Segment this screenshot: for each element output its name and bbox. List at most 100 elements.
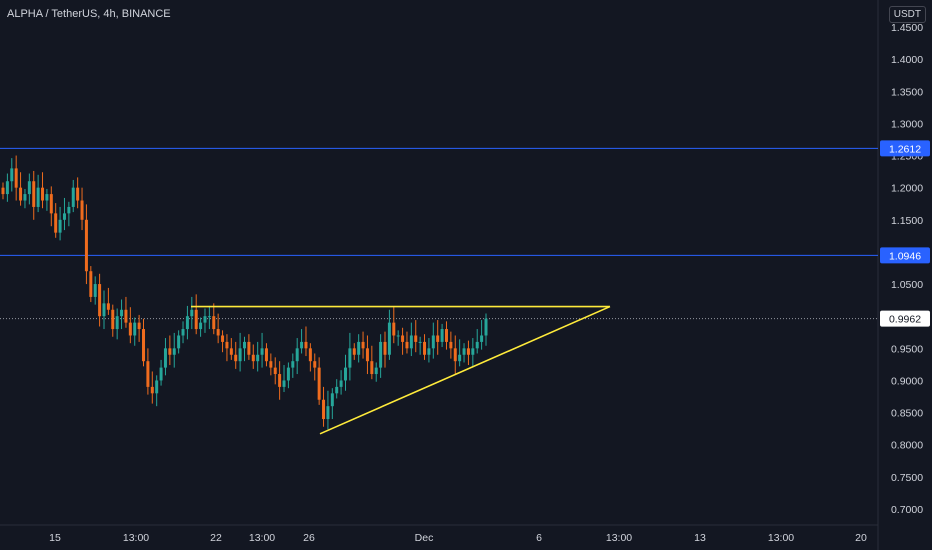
price-tag-bg xyxy=(880,247,930,264)
time-tick-label: 22 xyxy=(210,532,222,544)
candle-body xyxy=(370,361,374,375)
candle-body xyxy=(247,341,251,355)
candle-body xyxy=(449,341,453,349)
candle-body xyxy=(84,219,88,272)
candle-body xyxy=(339,380,343,387)
price-axis-labels: 0.70000.75000.80000.85000.90000.95001.00… xyxy=(891,22,923,516)
candle-body xyxy=(207,316,211,318)
candle-body xyxy=(475,341,479,349)
candle-body xyxy=(304,341,308,349)
candle-body xyxy=(431,335,435,349)
candle-body xyxy=(10,168,14,182)
candle-body xyxy=(111,309,115,330)
candle-body xyxy=(418,341,422,343)
candle-body xyxy=(313,361,317,368)
candle-body xyxy=(89,271,93,297)
candle-body xyxy=(203,316,207,323)
candle-body xyxy=(80,200,84,220)
candle-body xyxy=(172,348,176,355)
candle-body xyxy=(19,187,23,201)
candle-body xyxy=(295,348,299,362)
candle-body xyxy=(379,341,383,368)
candle-body xyxy=(163,348,167,368)
candle-body xyxy=(199,322,203,330)
price-tag-bg xyxy=(880,140,930,157)
candle-body xyxy=(14,168,18,188)
candle-body xyxy=(414,335,418,342)
candle-body xyxy=(317,367,321,400)
drawings[interactable] xyxy=(191,305,611,435)
candle-body xyxy=(146,361,150,387)
candle-body xyxy=(58,219,62,233)
price-tick-label: 1.3000 xyxy=(891,118,923,130)
candle-body xyxy=(396,335,400,337)
candle-body xyxy=(177,335,181,349)
candle-body xyxy=(383,341,387,355)
candle-body xyxy=(453,348,457,362)
time-tick-label: 6 xyxy=(536,532,542,544)
candle-body xyxy=(484,318,488,336)
candle-body xyxy=(133,322,137,336)
candle-body xyxy=(273,367,277,375)
candle-body xyxy=(27,181,31,195)
candle-body xyxy=(286,367,290,381)
price-tick-label: 1.2000 xyxy=(891,183,923,195)
candle-body xyxy=(221,335,225,342)
candle-body xyxy=(291,361,295,368)
candle-body xyxy=(1,187,5,195)
currency-label[interactable]: USDT xyxy=(888,6,926,23)
candle-body xyxy=(128,322,132,336)
candle-body xyxy=(352,348,356,355)
candle-body xyxy=(159,367,163,381)
candle-body xyxy=(181,329,185,336)
time-tick-label: 13 xyxy=(694,532,706,544)
candle-body xyxy=(322,399,326,420)
horizontal-lines[interactable] xyxy=(0,147,878,320)
candle-body xyxy=(45,194,49,201)
candle-body xyxy=(330,393,334,407)
candle-body xyxy=(264,348,268,362)
candle-body xyxy=(124,309,128,323)
candle-body xyxy=(190,309,194,317)
candle-body xyxy=(269,361,273,368)
candle-body xyxy=(308,348,312,362)
time-tick-label: 20 xyxy=(855,532,867,544)
candle-body xyxy=(229,348,233,355)
price-tag-bg xyxy=(880,310,930,327)
time-tick-label: 13:00 xyxy=(606,532,632,544)
candle-body xyxy=(444,329,448,342)
price-tick-label: 1.4000 xyxy=(891,54,923,66)
price-tick-label: 0.9500 xyxy=(891,343,923,355)
candle-body xyxy=(62,213,66,220)
candle-body xyxy=(115,316,119,330)
candle-body xyxy=(427,348,431,355)
candle-body xyxy=(374,367,378,375)
candle-body xyxy=(387,322,391,355)
candle-body xyxy=(150,386,154,394)
candle-body xyxy=(155,380,159,394)
candle-body xyxy=(93,284,97,297)
chart-title: ALPHA / TetherUS, 4h, BINANCE xyxy=(7,8,171,20)
candle-body xyxy=(480,335,484,342)
candle-body xyxy=(98,284,102,317)
candle-body xyxy=(335,386,339,394)
candle-body xyxy=(32,181,36,207)
candle-body xyxy=(142,329,146,362)
candle-body xyxy=(234,354,238,362)
time-axis-labels: 15 13:00 22 13:00 26 Dec 6 13:00 13 13:00 20 xyxy=(49,532,867,544)
candle-body xyxy=(71,187,75,207)
candle-body xyxy=(343,367,347,381)
candle-body xyxy=(106,303,110,310)
support-trend-line xyxy=(319,305,611,435)
candle-body xyxy=(300,341,304,349)
candle-body xyxy=(462,348,466,355)
candle-body xyxy=(67,206,71,214)
candle-body xyxy=(409,335,413,349)
price-tick-label: 0.7000 xyxy=(891,504,923,516)
price-tick-label: 0.7500 xyxy=(891,472,923,484)
candle-body xyxy=(137,322,141,330)
price-tick-label: 1.4500 xyxy=(891,22,923,34)
time-tick-label: 13:00 xyxy=(123,532,149,544)
price-tag-label: 0.9962 xyxy=(889,314,921,326)
